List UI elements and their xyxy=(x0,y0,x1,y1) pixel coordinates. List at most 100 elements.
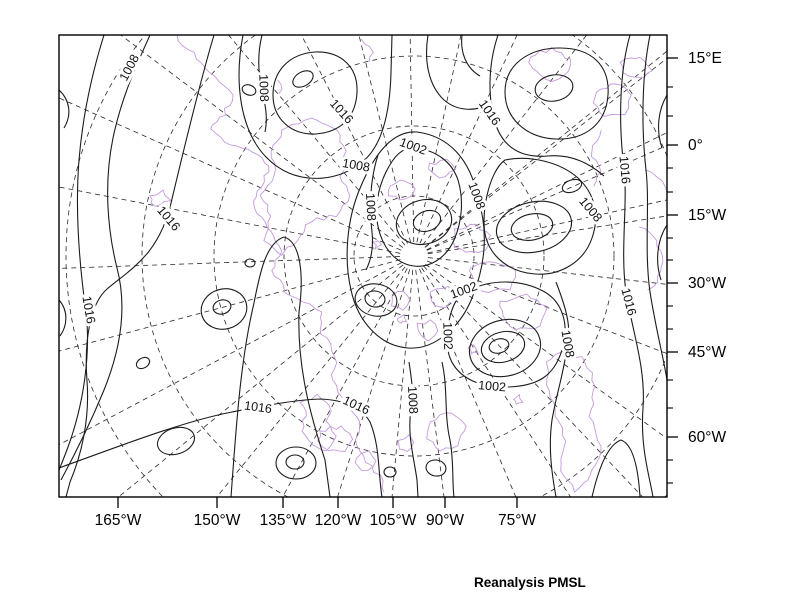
coastline xyxy=(590,129,602,187)
coastline xyxy=(371,240,383,250)
isobar-contour xyxy=(510,213,554,241)
coastline xyxy=(546,349,602,494)
graticule-meridian xyxy=(419,35,518,244)
isobar-contour xyxy=(258,35,267,133)
coastline xyxy=(452,223,491,253)
isobar-contour xyxy=(285,454,305,470)
isobar-contour xyxy=(483,157,597,275)
right-axis-tick-label: 45°W xyxy=(688,344,726,361)
right-axis-tick-label: 60°W xyxy=(688,429,726,446)
contour-value-label: 1016 xyxy=(618,287,639,318)
graticule-parallel xyxy=(65,35,667,497)
contour-label-layer: 1008 1008 1016 1002 1008 1016 1016 1008 1016 1008… xyxy=(76,49,642,421)
graticule-parallel xyxy=(141,35,667,497)
right-axis-tick-label: 15°W xyxy=(688,207,726,224)
isobar-contour xyxy=(135,356,151,370)
coastline xyxy=(416,319,439,342)
coastline xyxy=(428,158,457,179)
contour-value-label: 1008 xyxy=(117,52,142,83)
graticule-meridian xyxy=(59,186,401,254)
map-frame xyxy=(58,34,668,498)
coastline xyxy=(638,226,664,291)
caption: Reanalysis PMSL Valid 2001-08-16_00:00:0… xyxy=(474,538,646,612)
axis-layer: 15°E 0° 15°W 30°W 45°W 60°W 165°W 150°W 135°W 120… xyxy=(95,50,727,529)
isobar-contour xyxy=(156,426,196,456)
coastline xyxy=(387,179,416,201)
isobar-contour xyxy=(549,281,570,497)
bottom-axis-tick-label: 165°W xyxy=(95,512,142,529)
coastline xyxy=(467,344,479,355)
isobar-contour xyxy=(241,84,257,96)
right-axis-tick-label: 0° xyxy=(688,137,703,154)
contour-value-label: 1008 xyxy=(363,193,378,222)
isobar-contour xyxy=(657,224,667,281)
coastline xyxy=(592,83,632,117)
isobar-contour xyxy=(59,398,383,497)
coastline xyxy=(429,285,458,308)
isobar-contour xyxy=(200,288,248,330)
coastline xyxy=(499,293,549,331)
coastline xyxy=(397,434,414,453)
bottom-axis-tick-label: 90°W xyxy=(426,512,464,529)
graticule-meridian xyxy=(59,256,401,269)
isobar-contour xyxy=(495,200,573,254)
graticule-meridian xyxy=(59,259,401,352)
coastline xyxy=(354,450,377,472)
contour-value-label: 1016 xyxy=(327,97,356,127)
isobar-contour xyxy=(425,459,447,477)
graticule-meridian xyxy=(216,266,406,497)
contour-value-label: 1016 xyxy=(79,295,98,325)
graticule-meridian xyxy=(282,268,408,497)
graticule-parallel xyxy=(283,125,545,387)
coastline xyxy=(644,169,667,191)
isobar-contour xyxy=(60,35,151,481)
isobar-contour xyxy=(658,94,667,149)
coastline xyxy=(317,425,354,452)
contour-value-label: 1016 xyxy=(617,155,633,184)
isobar-contour xyxy=(365,154,379,271)
isobar-contour xyxy=(244,258,256,268)
graticule-meridian xyxy=(117,264,404,497)
isobar-layer xyxy=(59,35,667,497)
graticule-meridian xyxy=(426,260,667,355)
coastline xyxy=(277,79,283,94)
isobar-contour xyxy=(59,89,70,129)
graticule-parallel xyxy=(353,195,475,317)
graticule-meridian xyxy=(427,199,667,254)
isobar-contour xyxy=(591,439,641,497)
isobar-contour xyxy=(376,147,463,267)
isobar-contour xyxy=(59,299,67,337)
isobar-contour xyxy=(642,35,667,381)
isobar-contour xyxy=(446,281,566,388)
isobar-contour xyxy=(395,198,453,246)
isobar-contour xyxy=(488,338,510,354)
isobar-contour xyxy=(408,361,419,497)
right-axis-tick-label: 30°W xyxy=(688,275,726,292)
coastline xyxy=(176,35,384,493)
isobar-contour xyxy=(65,35,215,497)
coastline xyxy=(391,290,411,311)
coastline xyxy=(513,393,524,405)
contour-value-label: 1008 xyxy=(465,180,488,211)
isobar-contour xyxy=(504,47,609,140)
isobar-contour xyxy=(441,361,455,497)
contour-value-label: 1002 xyxy=(440,322,455,350)
bottom-axis-tick-label: 120°W xyxy=(315,512,362,529)
contour-value-label: 1002 xyxy=(448,279,479,302)
coastline xyxy=(360,38,374,62)
isobar-contour xyxy=(480,330,526,364)
graticule-parallel xyxy=(213,55,615,457)
isobar-contour xyxy=(275,446,317,480)
isobar-contour xyxy=(230,236,331,497)
caption-title: Reanalysis PMSL xyxy=(474,575,586,590)
isobar-contour xyxy=(238,35,393,179)
isobar-contour xyxy=(620,35,654,497)
contour-value-label: 1016 xyxy=(154,203,183,233)
isobar-contour xyxy=(468,318,542,378)
contour-value-label: 1016 xyxy=(341,393,372,417)
contour-value-label: 1008 xyxy=(256,74,271,102)
isobar-contour xyxy=(489,35,605,177)
